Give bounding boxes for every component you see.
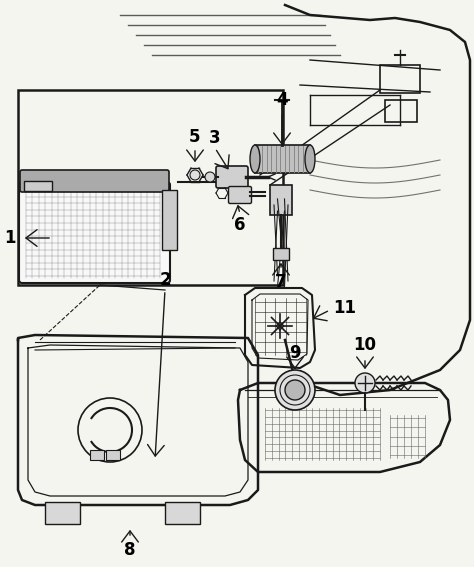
Bar [162,190,177,250]
Circle shape [355,373,375,393]
Circle shape [275,370,315,410]
Bar [90,450,104,460]
Circle shape [285,380,305,400]
Bar [165,502,200,524]
Text: 2: 2 [159,271,171,289]
Text: 5: 5 [189,128,201,146]
Bar [385,100,417,122]
Text: 11: 11 [334,299,356,317]
Bar [270,185,292,215]
FancyBboxPatch shape [216,166,248,188]
Bar [24,181,52,191]
Ellipse shape [305,145,315,173]
Text: 7: 7 [275,273,287,291]
Circle shape [190,170,200,180]
FancyBboxPatch shape [19,182,170,283]
Bar [380,65,420,93]
Ellipse shape [250,145,260,173]
Bar [273,248,289,260]
Text: 9: 9 [289,344,301,362]
Text: 10: 10 [354,336,376,354]
Text: 8: 8 [124,541,136,559]
Text: 4: 4 [276,91,288,109]
Text: 6: 6 [234,216,246,234]
Bar [18,90,283,285]
Bar [106,450,120,460]
Bar [45,502,80,524]
Circle shape [205,172,215,182]
FancyBboxPatch shape [20,170,169,192]
Bar [255,145,310,173]
FancyBboxPatch shape [228,187,252,204]
Text: 1: 1 [4,229,16,247]
Text: 3: 3 [209,129,221,147]
